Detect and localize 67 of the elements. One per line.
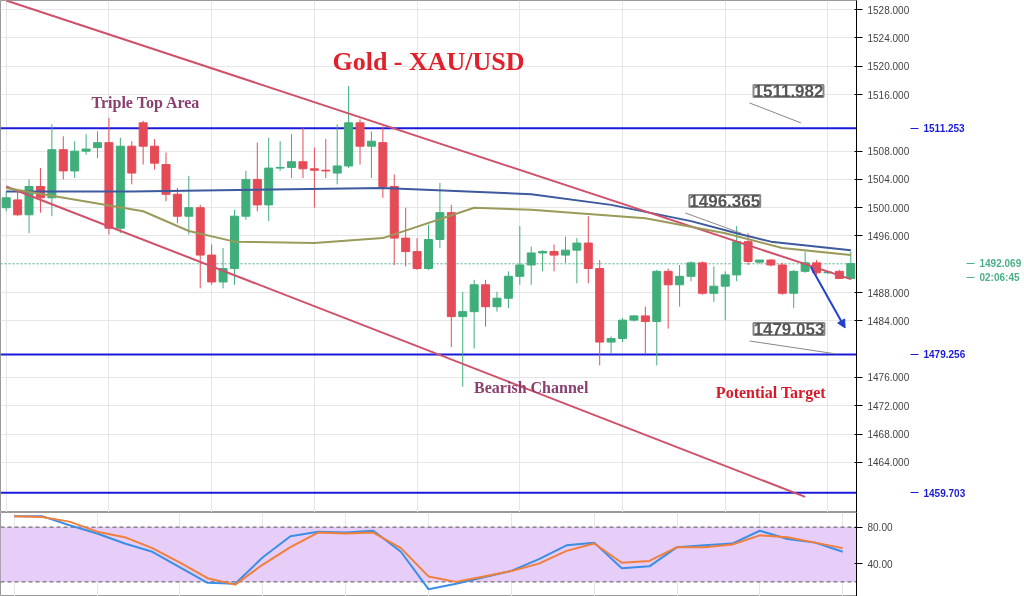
candlestick [412, 237, 422, 271]
y-tick-label: 1484.000 [867, 315, 910, 327]
ref-line-label: 1459.703 [923, 487, 966, 499]
candlestick [309, 147, 319, 209]
candlestick [93, 130, 103, 159]
candlestick [618, 317, 628, 343]
text: 02:06:45 [979, 271, 1020, 283]
candlestick [70, 140, 80, 179]
y-tick-label: 1520.000 [867, 61, 910, 73]
candlestick [172, 187, 182, 224]
annotation: Bearish Channel [474, 378, 589, 396]
candlestick [549, 243, 559, 272]
candlestick [58, 135, 68, 180]
candlestick [401, 207, 411, 267]
candlestick [184, 175, 194, 236]
y-tick-label: 1468.000 [867, 429, 910, 440]
candlestick [743, 232, 753, 266]
candlestick [709, 265, 719, 303]
candlestick [481, 279, 491, 328]
text: Gold - XAU/USD [332, 47, 525, 77]
ref-line-label: 1511.253 [923, 123, 966, 135]
candlestick [355, 118, 365, 166]
candlestick [458, 291, 468, 388]
candlestick [298, 127, 308, 179]
candlestick [332, 123, 342, 185]
y-tick-label: 1464.000 [867, 457, 910, 469]
candlestick [321, 138, 331, 179]
y-tick-label: 1504.000 [867, 174, 910, 186]
candlestick [675, 264, 685, 308]
candlestick [150, 138, 160, 171]
candlestick [526, 246, 536, 286]
candlestick [515, 225, 525, 286]
y-tick-label: 1500.000 [867, 202, 910, 214]
candlestick [366, 130, 376, 179]
y-tick-label: 80.00 [867, 522, 893, 534]
candlestick [572, 237, 582, 284]
candlestick [640, 306, 650, 354]
candlestick [663, 268, 673, 330]
candlestick [606, 335, 616, 354]
y-tick-label: 1472.000 [867, 400, 910, 412]
candlestick [81, 133, 91, 156]
annotation: Potential Target [715, 383, 827, 402]
candlestick [1, 190, 11, 212]
candlestick [846, 251, 856, 281]
candlestick [789, 269, 799, 309]
candlestick [538, 249, 548, 272]
y-tick-label: 1488.000 [867, 287, 910, 299]
candlestick [560, 236, 570, 264]
candlestick [275, 140, 285, 172]
ref-line-label: 1492.069 [979, 258, 1022, 270]
candlestick [138, 120, 148, 166]
candlestick [492, 291, 502, 313]
y-tick-label: 1508.000 [867, 146, 910, 158]
y-tick-label: 40.00 [867, 558, 893, 570]
annotation: Triple Top Area [91, 94, 200, 113]
candlestick [720, 270, 730, 321]
ref-line-label: 1479.256 [923, 349, 966, 361]
annotation: 1511.982 [753, 81, 824, 101]
candlestick [13, 190, 23, 217]
candlestick [503, 270, 513, 309]
candlestick [287, 133, 297, 179]
candlestick [686, 260, 696, 282]
y-tick-label: 1528.000 [867, 4, 910, 16]
y-tick-label: 1476.000 [867, 372, 910, 384]
y-tick-label: 1516.000 [867, 89, 910, 101]
y-tick-label: 1524.000 [867, 32, 910, 44]
y-tick-label: 1496.000 [867, 230, 910, 242]
